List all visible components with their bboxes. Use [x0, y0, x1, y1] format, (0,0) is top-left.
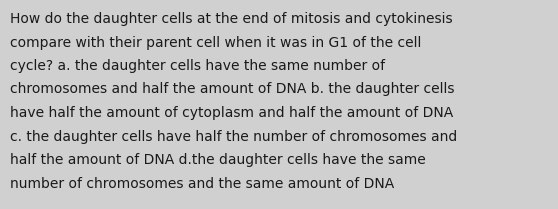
Text: cycle? a. the daughter cells have the same number of: cycle? a. the daughter cells have the sa… — [10, 59, 385, 73]
Text: compare with their parent cell when it was in G1 of the cell: compare with their parent cell when it w… — [10, 36, 421, 50]
Text: chromosomes and half the amount of DNA b. the daughter cells: chromosomes and half the amount of DNA b… — [10, 83, 455, 97]
Text: have half the amount of cytoplasm and half the amount of DNA: have half the amount of cytoplasm and ha… — [10, 106, 453, 120]
Text: half the amount of DNA d.the daughter cells have the same: half the amount of DNA d.the daughter ce… — [10, 153, 426, 167]
Text: number of chromosomes and the same amount of DNA: number of chromosomes and the same amoun… — [10, 176, 395, 190]
Text: How do the daughter cells at the end of mitosis and cytokinesis: How do the daughter cells at the end of … — [10, 12, 453, 26]
Text: c. the daughter cells have half the number of chromosomes and: c. the daughter cells have half the numb… — [10, 130, 457, 144]
